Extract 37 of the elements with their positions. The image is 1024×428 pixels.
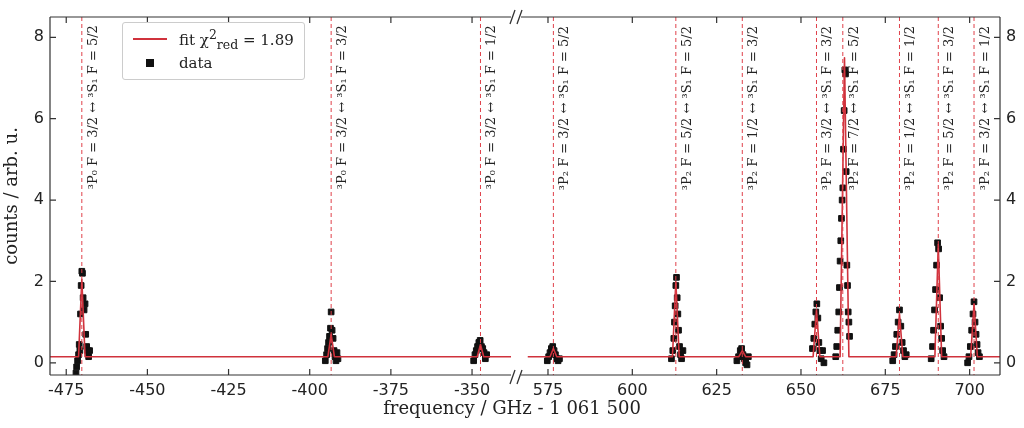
annotation: ³P₂ F = 1/2 ↔ ³S₁ F = 3/2	[745, 26, 761, 191]
x-tick-label: 700	[954, 379, 985, 399]
x-tick-label: 600	[617, 379, 648, 399]
y2-tick-label: 8	[1006, 26, 1017, 46]
y-tick-label: 2	[33, 270, 44, 290]
annotation: ³P₂ F = 3/2 ↔ ³S₁ F = 5/2	[556, 26, 572, 191]
y-tick-label: 4	[33, 189, 44, 209]
annotation: ³P₂ F = 3/2 ↔ ³S₁ F = 1/2	[977, 26, 993, 191]
annotation: ³P₂ F = 5/2 ↔ ³S₁ F = 3/2	[941, 26, 957, 191]
legend-label: fit χ$^{2}$$_{red}$ = 1.89	[179, 26, 294, 52]
annotation: ³P₂ F = 1/2 ↔ ³S₁ F = 1/2	[902, 26, 918, 191]
y2-tick-label: 4	[1006, 189, 1017, 209]
annotation: ³P₂ F = 5/2 ↔ ³S₁ F = 5/2	[678, 26, 694, 191]
x-axis-title: frequency / GHz - 1 061 500	[382, 397, 642, 418]
x-tick-label: -425	[210, 379, 247, 399]
x-tick-label: -350	[453, 379, 491, 399]
y-tick-label: 0	[33, 351, 44, 371]
x-tick-label: 650	[785, 379, 817, 399]
annotation: ³P₀ F = 3/2 ↔ ³S₁ F = 1/2	[483, 25, 499, 190]
y-tick-label: 6	[33, 107, 44, 127]
x-tick-label: -375	[372, 379, 410, 399]
y-axis-title: counts / arb. u.	[0, 127, 22, 265]
annotation: ³P₀ F = 3/2 ↔ ³S₁ F = 3/2	[334, 25, 350, 190]
x-tick-label: -400	[291, 379, 328, 399]
y-tick-label: 8	[33, 26, 44, 46]
x-tick-label: 625	[701, 379, 732, 399]
annotation: ³P₀ F = 3/2 ↔ ³S₁ F = 5/2	[84, 25, 100, 190]
annotation: ³P₂ F = 3/2 ↔ ³S₁ F = 3/2	[819, 26, 835, 191]
y2-tick-label: 6	[1006, 107, 1017, 127]
y2-tick-label: 2	[1006, 270, 1017, 290]
x-tick-label: 675	[870, 379, 901, 399]
legend-label: data	[179, 54, 213, 72]
y2-tick-label: 0	[1006, 351, 1017, 371]
x-tick-label: 575	[532, 379, 564, 399]
annotation: ³P₂ F = 7/2 ↔ ³S₁ F = 5/2	[845, 26, 861, 191]
x-tick-label: -475	[48, 379, 85, 399]
x-tick-label: -450	[129, 379, 166, 399]
